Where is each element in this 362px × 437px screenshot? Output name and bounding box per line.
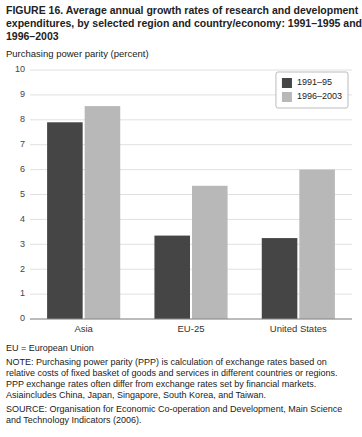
legend-frame	[276, 72, 348, 108]
y-axis-label: Purchasing power parity (percent)	[6, 48, 149, 59]
y-tick-label: 2	[20, 264, 25, 274]
legend-swatch	[282, 92, 292, 102]
title: expenditures, by selected region and cou…	[6, 17, 362, 29]
footnote: SOURCE: Organisation for Economic Co-ope…	[6, 404, 342, 414]
y-tick-label: 4	[20, 214, 25, 224]
x-tick-label: United States	[270, 323, 327, 334]
x-tick-label: EU-25	[178, 323, 205, 334]
x-axis-line	[30, 319, 352, 320]
bar	[299, 170, 335, 319]
y-tick-label: 5	[20, 189, 25, 199]
grid-line	[30, 70, 352, 71]
y-tick-label: 8	[20, 114, 25, 124]
y-tick-label: 0	[20, 313, 25, 323]
footnote: EU = European Union	[6, 343, 94, 353]
grid-line	[30, 319, 352, 320]
bar	[262, 238, 298, 319]
footnote: Asiaincludes China, Japan, Singapore, So…	[6, 390, 266, 400]
legend: 1991–95 1996–2003	[276, 72, 348, 108]
bar	[47, 122, 83, 319]
x-tick-label: Asia	[74, 323, 93, 334]
bar	[192, 186, 228, 319]
chart: FIGURE 16. Average annual growth rates o…	[0, 0, 362, 437]
bars	[47, 106, 335, 319]
bar	[85, 106, 121, 319]
grid	[30, 70, 352, 319]
y-tick-label: 9	[20, 89, 25, 99]
footnote: NOTE: Purchasing power parity (PPP) is c…	[6, 357, 327, 367]
y-tick-label: 7	[20, 139, 25, 149]
footnote: relative costs of fixed basket of goods …	[6, 368, 338, 378]
footnote: PPP exchange rates often differ from exc…	[6, 379, 316, 389]
y-tick-label: 3	[20, 239, 25, 249]
legend-label: 1996–2003	[297, 91, 342, 101]
grid-line	[30, 119, 352, 120]
legend-swatch	[282, 78, 292, 88]
y-tick-label: 1	[20, 288, 25, 298]
footnote: and Technology Indicators (2006).	[6, 415, 141, 425]
bar	[154, 236, 190, 319]
y-tick-label: 6	[20, 164, 25, 174]
y-tick-label: 10	[15, 64, 25, 74]
title: FIGURE 16. Average annual growth rates o…	[6, 4, 359, 16]
legend-label: 1991–95	[297, 77, 332, 87]
title: 1996–2003	[6, 30, 59, 42]
